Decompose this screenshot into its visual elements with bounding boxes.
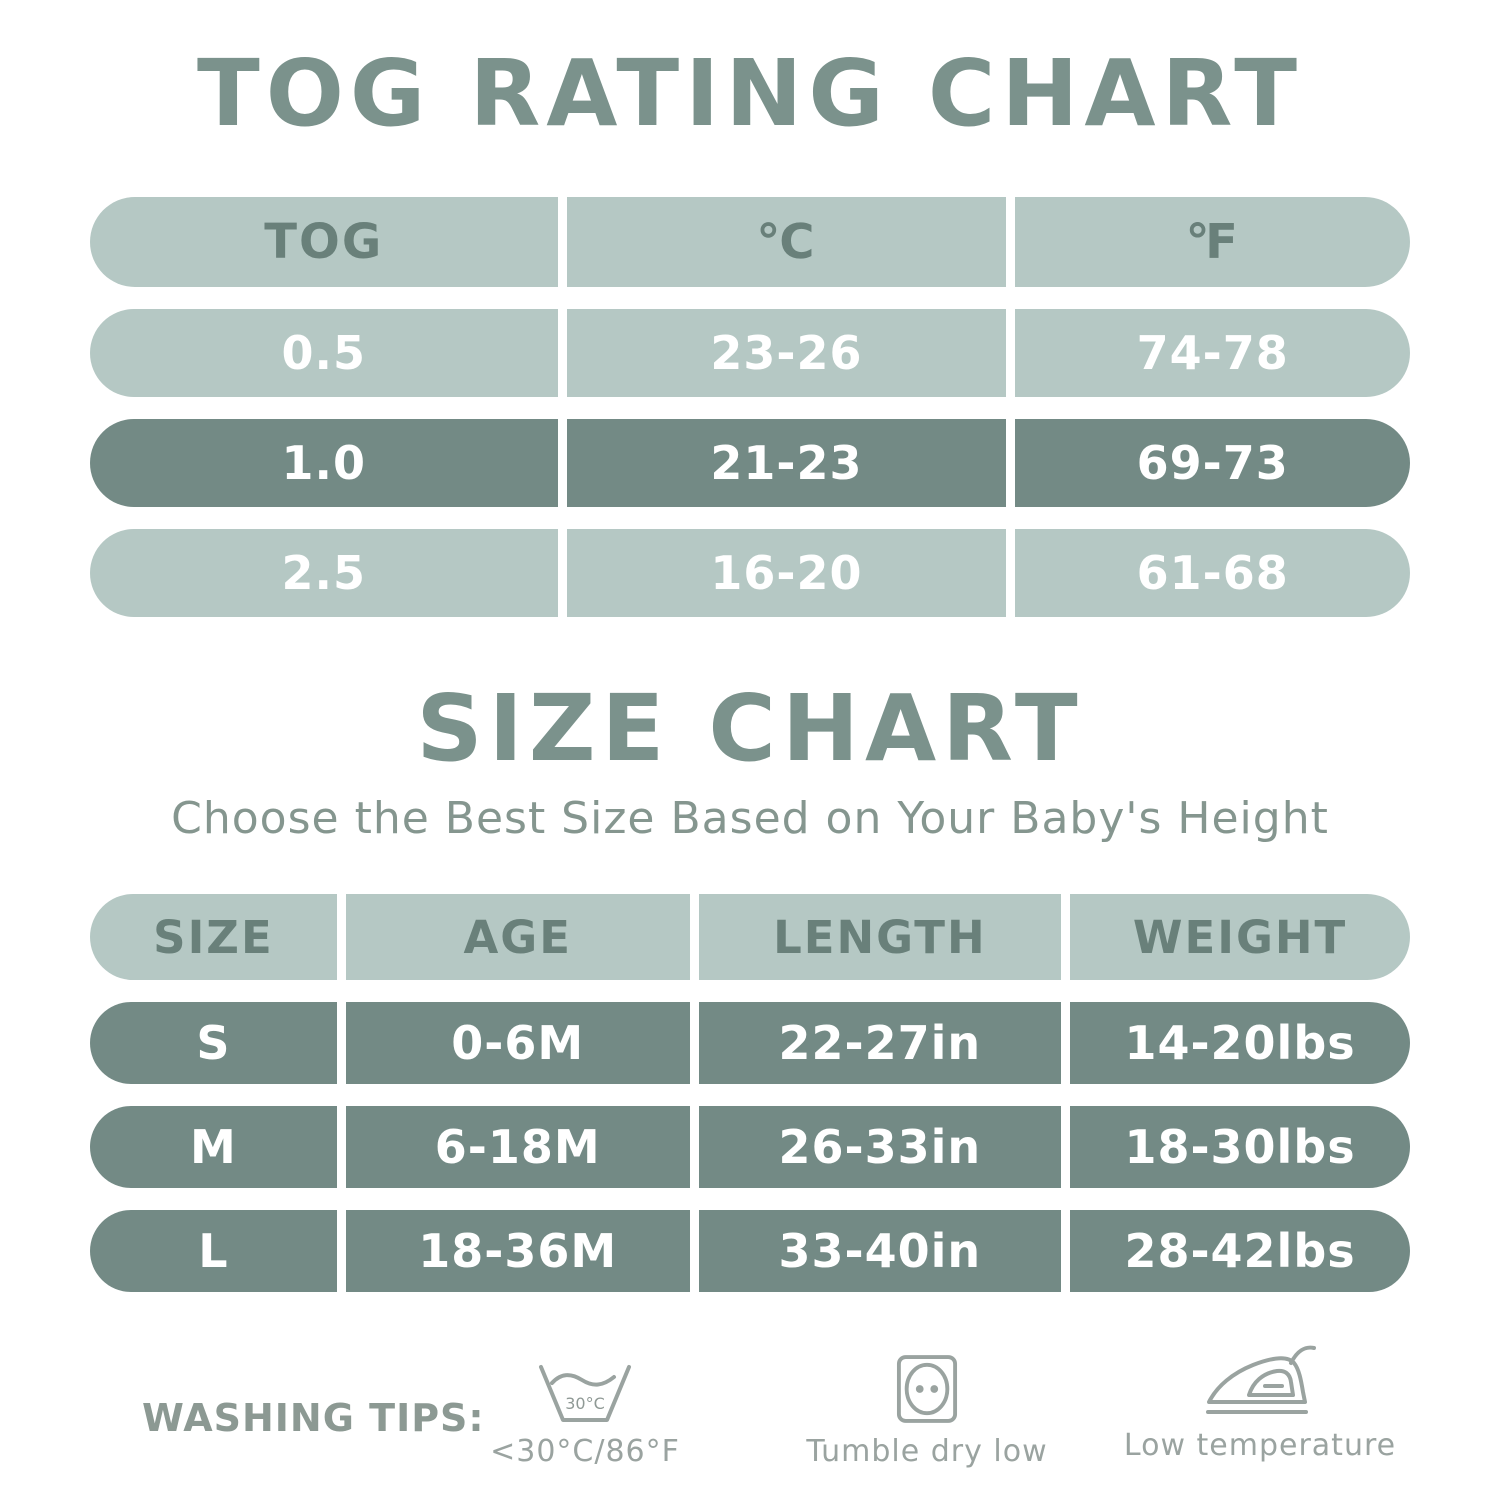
wash-temperature-tip: 30°C <30°C/86°F	[455, 1352, 715, 1469]
iron-low-caption: Low temperature	[1123, 1428, 1397, 1464]
tog-value-cell: 0.5	[90, 308, 558, 397]
age-value-cell: 0-6M	[345, 1002, 690, 1085]
size-chart-title: SIZE CHART	[416, 674, 1084, 782]
tog-table-header-row: TOG ℃ ℉	[90, 196, 1410, 287]
tumble-dry-icon	[896, 1352, 958, 1424]
length-header-cell: LENGTH	[698, 894, 1062, 981]
wash-basin-icon: 30°C	[537, 1352, 633, 1424]
size-value-cell: L	[90, 1210, 337, 1293]
table-row: M 6-18M 26-33in 18-30lbs	[90, 1106, 1410, 1189]
tog-rating-table: TOG ℃ ℉ 0.5 23-26 74-78 1.0 21-23 69-73 …	[90, 196, 1410, 617]
table-row: S 0-6M 22-27in 14-20lbs	[90, 1002, 1410, 1085]
fahrenheit-value-cell: 74-78	[1015, 308, 1410, 397]
weight-value-cell: 18-30lbs	[1070, 1106, 1410, 1189]
tog-value-cell: 1.0	[90, 418, 558, 507]
washing-tips-section: WASHING TIPS: 30°C <30°C/86°F T	[0, 1344, 1500, 1484]
size-table: SIZE AGE LENGTH WEIGHT S 0-6M 22-27in 14…	[90, 894, 1410, 1293]
size-value-cell: S	[90, 1002, 337, 1085]
length-value-cell: 22-27in	[698, 1002, 1062, 1085]
weight-header-cell: WEIGHT	[1070, 894, 1410, 981]
tumble-dry-tip: Tumble dry low	[787, 1352, 1067, 1469]
iron-icon	[1203, 1345, 1317, 1418]
table-row: L 18-36M 33-40in 28-42lbs	[90, 1210, 1410, 1293]
weight-value-cell: 14-20lbs	[1070, 1002, 1410, 1085]
iron-low-tip: Low temperature	[1100, 1345, 1420, 1464]
fahrenheit-header-cell: ℉	[1015, 196, 1410, 287]
size-chart-subtitle: Choose the Best Size Based on Your Baby'…	[171, 793, 1329, 845]
washing-tips-label: WASHING TIPS:	[142, 1396, 485, 1441]
wash-temp-text: 30°C	[565, 1394, 605, 1413]
length-value-cell: 26-33in	[698, 1106, 1062, 1189]
tog-chart-title: TOG RATING CHART	[196, 40, 1304, 147]
table-row: 1.0 21-23 69-73	[90, 418, 1410, 507]
age-header-cell: AGE	[345, 894, 690, 981]
fahrenheit-value-cell: 61-68	[1015, 528, 1410, 617]
tumble-dry-caption: Tumble dry low	[806, 1434, 1048, 1470]
table-row: 0.5 23-26 74-78	[90, 308, 1410, 397]
size-table-header-row: SIZE AGE LENGTH WEIGHT	[90, 894, 1410, 981]
tog-header-cell: TOG	[90, 196, 558, 287]
celsius-value-cell: 23-26	[566, 308, 1007, 397]
fahrenheit-value-cell: 69-73	[1015, 418, 1410, 507]
wash-temp-caption: <30°C/86°F	[490, 1434, 680, 1470]
age-value-cell: 18-36M	[345, 1210, 690, 1293]
age-value-cell: 6-18M	[345, 1106, 690, 1189]
size-value-cell: M	[90, 1106, 337, 1189]
tog-value-cell: 2.5	[90, 528, 558, 617]
celsius-value-cell: 21-23	[566, 418, 1007, 507]
length-value-cell: 33-40in	[698, 1210, 1062, 1293]
table-row: 2.5 16-20 61-68	[90, 528, 1410, 617]
celsius-value-cell: 16-20	[566, 528, 1007, 617]
weight-value-cell: 28-42lbs	[1070, 1210, 1410, 1293]
celsius-header-cell: ℃	[566, 196, 1007, 287]
size-header-cell: SIZE	[90, 894, 337, 981]
